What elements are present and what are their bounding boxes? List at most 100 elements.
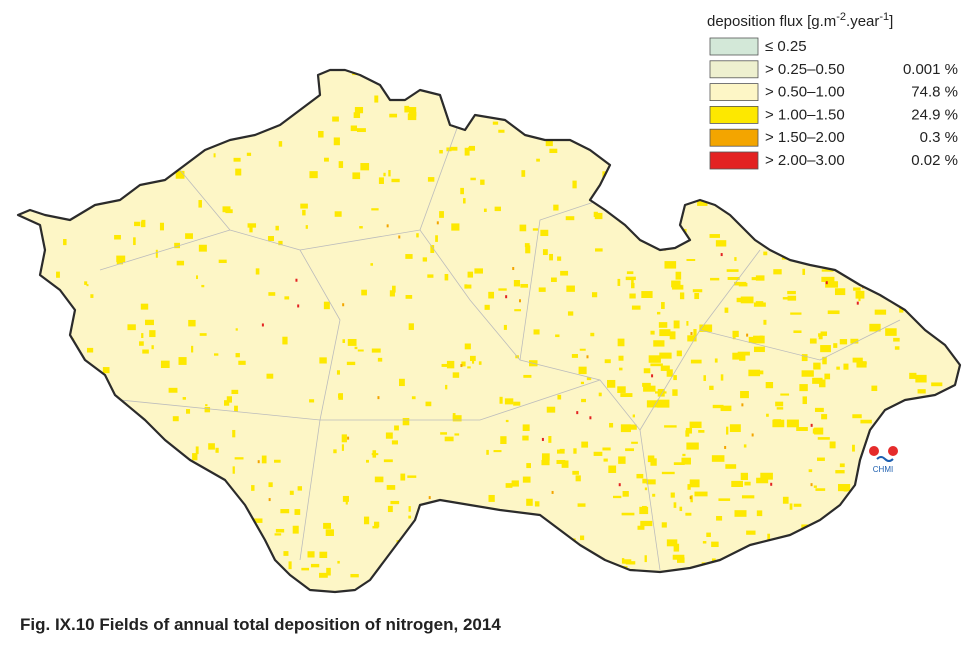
legend: ≤ 0.25 > 0.25–0.50 0.001 % > 0.50–1.00 74.8 … <box>709 37 958 170</box>
patch <box>174 242 180 249</box>
patch <box>347 338 357 346</box>
patch <box>337 560 340 564</box>
patch <box>284 296 290 300</box>
patch <box>709 385 714 390</box>
patch <box>670 492 675 498</box>
patch <box>55 525 64 532</box>
patch <box>295 278 298 282</box>
patch <box>121 130 129 138</box>
patch <box>770 482 773 486</box>
patch <box>720 405 732 412</box>
patch <box>715 240 727 247</box>
patch <box>410 111 417 117</box>
patch <box>598 392 602 397</box>
patch <box>813 485 817 488</box>
patch <box>924 580 928 583</box>
patch <box>408 506 411 512</box>
patch <box>452 413 456 421</box>
patch <box>635 107 643 114</box>
patch <box>76 535 83 540</box>
patch <box>454 433 460 436</box>
patch <box>467 271 474 278</box>
patch <box>285 585 289 592</box>
patch <box>90 294 94 298</box>
patch <box>953 387 960 391</box>
patch <box>389 113 398 118</box>
legend-label: > 1.00–1.50 <box>765 106 845 123</box>
patch <box>357 349 364 352</box>
patch <box>345 498 348 505</box>
patch <box>466 527 470 532</box>
patch <box>657 152 669 155</box>
patch <box>744 570 749 573</box>
country-border <box>16 68 962 594</box>
patch <box>282 336 288 345</box>
patch <box>650 330 655 335</box>
patch <box>408 515 412 519</box>
patch <box>951 591 960 592</box>
patch <box>802 396 807 405</box>
patch <box>625 424 637 430</box>
patch <box>623 559 632 564</box>
patch <box>642 478 648 484</box>
patch <box>845 208 856 216</box>
legend-label: > 2.00–3.00 <box>765 152 845 169</box>
patch <box>808 525 820 530</box>
patch <box>439 211 444 218</box>
patch <box>935 425 949 431</box>
patch <box>726 269 739 272</box>
patch <box>526 463 531 469</box>
patch <box>841 571 846 575</box>
patch <box>706 532 711 538</box>
patch <box>189 521 198 529</box>
patch <box>591 564 599 569</box>
patch <box>119 109 125 116</box>
patch <box>319 551 328 558</box>
patch <box>235 328 238 331</box>
patch <box>691 97 700 105</box>
patch <box>877 241 890 246</box>
patch <box>965 592 972 597</box>
patch <box>860 513 870 521</box>
patch <box>198 200 202 208</box>
patch <box>215 447 219 453</box>
patch <box>318 130 324 138</box>
patch <box>632 414 635 418</box>
patch <box>631 155 639 159</box>
patch <box>440 432 448 435</box>
patch <box>480 179 485 185</box>
patch <box>478 361 482 365</box>
patch <box>697 153 702 157</box>
legend-label: > 1.50–2.00 <box>765 129 845 146</box>
patch <box>957 272 960 276</box>
patch <box>655 145 662 154</box>
patch <box>643 368 651 374</box>
patch <box>617 338 625 347</box>
patch <box>741 403 744 407</box>
patch <box>218 259 227 264</box>
patch <box>664 230 673 237</box>
patch <box>86 284 89 287</box>
patch <box>266 373 274 379</box>
patch <box>567 103 572 109</box>
patch <box>648 355 661 363</box>
patch <box>255 268 260 275</box>
patch <box>776 407 784 410</box>
patch <box>399 378 405 387</box>
patch <box>117 488 121 492</box>
legend-title: deposition flux [g.m-2.year-1] <box>707 11 893 30</box>
patch <box>868 585 872 591</box>
patch <box>808 469 813 473</box>
patch <box>938 170 946 177</box>
patch <box>685 430 690 437</box>
patch <box>751 370 764 375</box>
patch <box>498 129 505 133</box>
patch <box>514 309 522 312</box>
patch <box>500 436 507 444</box>
patch <box>736 297 749 303</box>
patch <box>294 509 301 515</box>
patch <box>509 543 517 546</box>
patch <box>904 416 918 424</box>
patch <box>945 262 959 270</box>
patch <box>390 500 400 505</box>
